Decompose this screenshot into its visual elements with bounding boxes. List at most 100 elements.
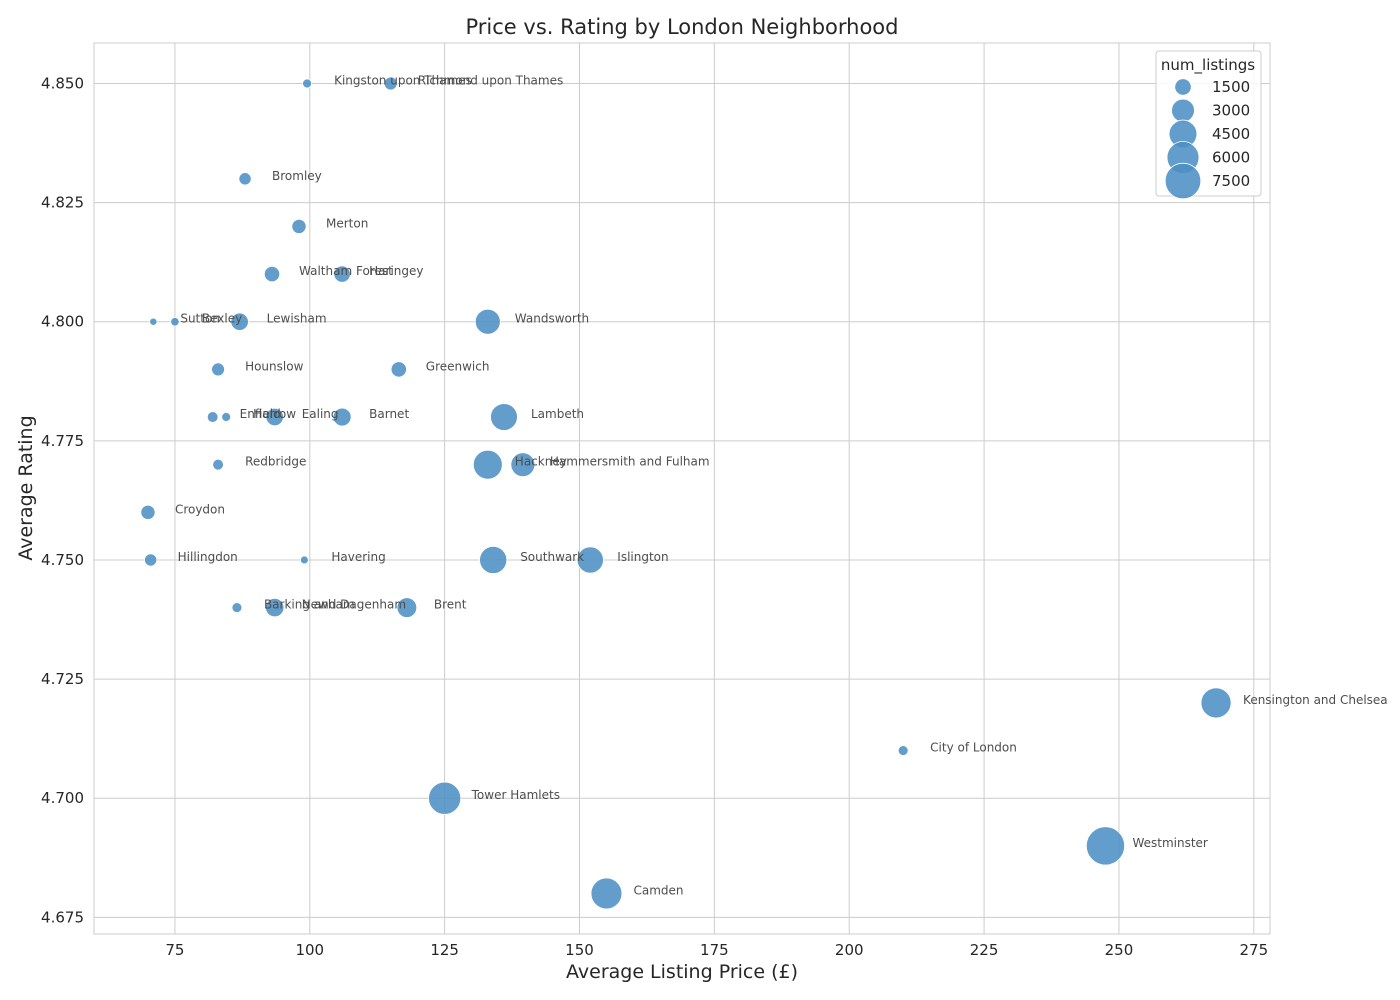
point-label: Croydon bbox=[175, 502, 225, 516]
data-point bbox=[206, 411, 219, 423]
point-label: Barnet bbox=[369, 407, 409, 421]
point-label: Enfield bbox=[240, 407, 281, 421]
data-point bbox=[1200, 687, 1232, 719]
point-label: Ealing bbox=[302, 407, 339, 421]
y-tick-label: 4.675 bbox=[41, 908, 84, 926]
point-label: Newham bbox=[302, 598, 355, 612]
data-point bbox=[231, 602, 243, 613]
point-label: Hounslow bbox=[245, 359, 304, 373]
point-label: Kingston upon Thames bbox=[334, 74, 472, 88]
legend-label: 7500 bbox=[1212, 172, 1250, 190]
data-point bbox=[479, 545, 508, 574]
y-tick-labels: 4.675 4.700 4.725 4.750 4.775 4.800 4.825 4.850 bbox=[41, 75, 84, 927]
data-point bbox=[390, 361, 407, 378]
data-point bbox=[238, 172, 252, 186]
x-tick-label: 275 bbox=[1239, 941, 1268, 959]
legend-marker bbox=[1164, 162, 1202, 200]
x-tick-label: 225 bbox=[970, 941, 999, 959]
x-tick-label: 150 bbox=[565, 941, 594, 959]
point-label: Wandsworth bbox=[515, 312, 589, 326]
data-point bbox=[333, 265, 351, 283]
data-point bbox=[576, 546, 604, 574]
data-point bbox=[221, 412, 232, 422]
point-label: Southwark bbox=[520, 550, 584, 564]
data-point bbox=[590, 877, 623, 910]
point-label: Bexley bbox=[202, 312, 242, 326]
y-tick-label: 4.750 bbox=[41, 551, 84, 569]
point-label: Sutton bbox=[180, 312, 220, 326]
data-point bbox=[144, 553, 158, 567]
legend-label: 6000 bbox=[1212, 149, 1250, 167]
data-point bbox=[472, 449, 503, 480]
data-point bbox=[149, 317, 158, 326]
x-tick-label: 200 bbox=[835, 941, 864, 959]
legend-marker bbox=[1174, 78, 1192, 96]
point-label: Westminster bbox=[1132, 836, 1207, 850]
point-label: Havering bbox=[331, 550, 385, 564]
data-point bbox=[230, 312, 249, 331]
x-tick-label: 175 bbox=[700, 941, 729, 959]
legend-marker bbox=[1171, 98, 1195, 123]
data-point bbox=[140, 504, 156, 520]
x-tick-label: 75 bbox=[165, 941, 184, 959]
x-tick-label: 100 bbox=[295, 941, 324, 959]
data-point bbox=[396, 597, 418, 618]
data-point bbox=[291, 218, 307, 234]
y-tick-label: 4.725 bbox=[41, 670, 84, 688]
point-label: Hillingdon bbox=[178, 550, 238, 564]
data-point bbox=[212, 458, 224, 471]
legend-entries: 1500 3000 4500 6000 7500 bbox=[1164, 78, 1250, 200]
data-point bbox=[300, 555, 309, 565]
data-point bbox=[332, 407, 352, 427]
x-tick-label: 125 bbox=[430, 941, 459, 959]
data-point bbox=[263, 265, 281, 283]
data-point bbox=[265, 407, 284, 427]
point-label: City of London bbox=[930, 741, 1017, 755]
point-label: Camden bbox=[633, 884, 683, 898]
point-label: Islington bbox=[617, 550, 668, 564]
point-label: Lewisham bbox=[267, 312, 327, 326]
y-tick-label: 4.775 bbox=[41, 432, 84, 450]
point-label: Haringey bbox=[369, 264, 423, 278]
legend-label: 3000 bbox=[1212, 102, 1250, 120]
x-axis-label: Average Listing Price (£) bbox=[566, 961, 798, 983]
y-tick-label: 4.850 bbox=[41, 75, 84, 93]
data-point bbox=[490, 403, 518, 431]
plot-area bbox=[93, 42, 1271, 935]
point-label: Hackney bbox=[515, 455, 567, 469]
data-point bbox=[474, 308, 501, 335]
data-point bbox=[897, 745, 909, 756]
point-label: Hammersmith and Fulham bbox=[550, 455, 710, 469]
point-label: Tower Hamlets bbox=[471, 788, 560, 802]
data-point bbox=[510, 452, 536, 478]
point-label: Bromley bbox=[272, 169, 322, 183]
legend-title: num_listings bbox=[1161, 56, 1255, 75]
data-point bbox=[302, 78, 312, 89]
data-point bbox=[1085, 826, 1126, 866]
y-tick-label: 4.700 bbox=[41, 789, 84, 807]
chart-title: Price vs. Rating by London Neighborhood bbox=[466, 15, 899, 39]
data-point bbox=[428, 781, 462, 815]
point-label: Barking and Dagenham bbox=[264, 598, 406, 612]
grid-lines bbox=[94, 43, 1270, 934]
point-label: Merton bbox=[326, 216, 368, 230]
data-point bbox=[383, 76, 398, 91]
point-label: Richmond upon Thames bbox=[418, 74, 564, 88]
point-label: Greenwich bbox=[426, 359, 490, 373]
legend-label: 4500 bbox=[1212, 125, 1250, 143]
x-tick-labels: 75 100 125 150 175 200 225 250 275 bbox=[165, 941, 1268, 959]
point-label: Brent bbox=[434, 598, 467, 612]
point-label: Lambeth bbox=[531, 407, 584, 421]
point-label: Redbridge bbox=[245, 455, 306, 469]
y-axis-label: Average Rating bbox=[15, 415, 37, 560]
data-point bbox=[170, 317, 180, 327]
legend: num_listings 1500 3000 4500 6000 7500 bbox=[1155, 50, 1262, 200]
y-tick-label: 4.825 bbox=[41, 194, 84, 212]
legend-label: 1500 bbox=[1212, 78, 1250, 96]
data-point bbox=[265, 597, 285, 618]
data-point bbox=[211, 362, 225, 377]
y-tick-label: 4.800 bbox=[41, 313, 84, 331]
